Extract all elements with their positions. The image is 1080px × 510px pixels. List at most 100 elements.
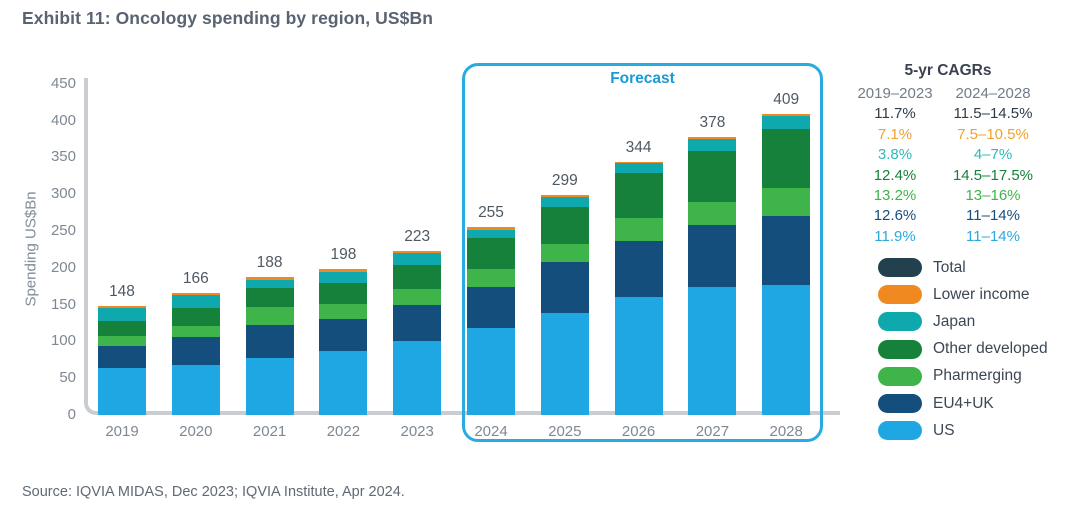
bar-total-label-2022: 198 bbox=[330, 246, 357, 264]
cagr-us-2019-2023: 11.9% bbox=[874, 227, 916, 245]
bar-segment-lower-income bbox=[171, 292, 220, 296]
legend: Total Lower income Japan Other developed Pha… bbox=[878, 254, 1048, 444]
bar-segment-japan bbox=[245, 279, 294, 289]
y-tick-label-250: 250 bbox=[50, 222, 76, 239]
legend-label-total: Total bbox=[933, 258, 966, 276]
y-tick-label-100: 100 bbox=[50, 332, 76, 350]
bar-segment-eu4-uk bbox=[688, 225, 737, 287]
cagr-total-2024-2028: 11.5–14.5% bbox=[953, 105, 1033, 123]
y-tick-label-0: 0 bbox=[67, 406, 76, 423]
bar-segment-other-developed bbox=[171, 307, 220, 326]
bar-segment-japan bbox=[171, 295, 220, 308]
bar-segment-eu4-uk bbox=[98, 345, 146, 368]
cagr-grid: 2019–2023 2024–2028 11.7% 11.5–14.5% 7.1% 7… bbox=[850, 84, 1046, 247]
legend-label-us: US bbox=[933, 421, 955, 439]
bar-segment-us bbox=[319, 350, 368, 415]
bar-2021 bbox=[245, 276, 294, 415]
bar-segment-pharmerging bbox=[393, 289, 442, 305]
bar-segment-pharmerging bbox=[98, 336, 146, 346]
bar-segment-lower-income bbox=[467, 227, 515, 230]
bar-segment-us bbox=[688, 286, 737, 415]
bar-total-label-2019: 148 bbox=[109, 283, 135, 301]
bar-segment-lower-income bbox=[98, 306, 146, 309]
bar-total-label-2027: 378 bbox=[699, 113, 726, 131]
legend-swatch-us bbox=[878, 421, 922, 441]
bar-2023 bbox=[393, 250, 442, 415]
legend-item-lower-income: Lower income bbox=[878, 281, 1048, 308]
bar-segment-us bbox=[393, 341, 442, 415]
source-line: Source: IQVIA MIDAS, Dec 2023; IQVIA Ins… bbox=[22, 484, 405, 500]
legend-item-japan: Japan bbox=[878, 308, 1048, 335]
bar-segment-pharmerging bbox=[319, 303, 368, 320]
legend-item-total: Total bbox=[878, 254, 1048, 281]
cagr-pharmerging-2019-2023: 13.2% bbox=[873, 186, 917, 204]
x-axis-label-2022: 2022 bbox=[326, 423, 361, 440]
cagr-other-developed-2019-2023: 12.4% bbox=[873, 166, 917, 184]
cagr-us-2024-2028: 11–14% bbox=[966, 227, 1020, 245]
x-axis-label-2019: 2019 bbox=[105, 423, 139, 440]
bar-total-label-2024: 255 bbox=[478, 204, 504, 222]
legend-swatch-total bbox=[878, 258, 922, 278]
cagr-eu4-uk-2024-2028: 11–14% bbox=[966, 207, 1020, 225]
bar-segment-us bbox=[614, 296, 663, 415]
bar-segment-lower-income bbox=[688, 136, 737, 140]
bar-2028 bbox=[762, 114, 811, 415]
y-tick-label-350: 350 bbox=[50, 148, 76, 166]
bar-segment-japan bbox=[688, 139, 737, 151]
bar-2019 bbox=[98, 306, 146, 415]
bar-segment-pharmerging bbox=[614, 217, 663, 241]
x-axis-label-2023: 2023 bbox=[400, 423, 434, 440]
cagr-title: 5-yr CAGRs bbox=[904, 62, 992, 79]
bar-segment-other-developed bbox=[614, 172, 663, 218]
bar-segment-other-developed bbox=[467, 237, 515, 270]
bar-segment-us bbox=[98, 367, 146, 415]
bar-segment-pharmerging bbox=[245, 306, 294, 326]
bar-segment-other-developed bbox=[245, 288, 294, 307]
y-tick-label-150: 150 bbox=[50, 295, 76, 313]
y-tick-label-450: 450 bbox=[50, 74, 76, 92]
bar-segment-eu4-uk bbox=[540, 261, 589, 313]
bar-2027 bbox=[688, 136, 737, 415]
x-axis-label-2025: 2025 bbox=[548, 423, 582, 440]
legend-label-eu4-uk: EU4+UK bbox=[933, 394, 994, 412]
bar-segment-eu4-uk bbox=[614, 240, 663, 297]
bar-segment-lower-income bbox=[762, 114, 811, 117]
legend-swatch-lower-income bbox=[878, 285, 922, 305]
cagr-total-2019-2023: 11.7% bbox=[874, 105, 916, 123]
bar-segment-lower-income bbox=[614, 161, 663, 164]
bar-segment-japan bbox=[467, 229, 515, 238]
legend-label-lower-income: Lower income bbox=[933, 285, 1030, 303]
legend-swatch-other-developed bbox=[878, 339, 922, 359]
cagr-panel: 5-yr CAGRs 2019–2023 2024–2028 11.7% 11.5… bbox=[850, 62, 1046, 247]
bar-segment-lower-income bbox=[540, 194, 589, 198]
y-axis-title: Spending US$Bn bbox=[22, 191, 40, 307]
bar-segment-pharmerging bbox=[540, 243, 589, 262]
bar-total-label-2028: 409 bbox=[773, 90, 800, 108]
bar-segment-eu4-uk bbox=[319, 319, 368, 351]
y-tick-label-200: 200 bbox=[50, 258, 76, 276]
bar-segment-lower-income bbox=[393, 250, 442, 254]
bar-segment-other-developed bbox=[98, 320, 146, 337]
bar-segment-pharmerging bbox=[762, 188, 811, 217]
bar-segment-other-developed bbox=[393, 264, 442, 290]
page-title: Exhibit 11: Oncology spending by region,… bbox=[22, 8, 434, 28]
bar-segment-pharmerging bbox=[688, 202, 737, 226]
bar-segment-us bbox=[245, 357, 294, 415]
bar-segment-eu4-uk bbox=[171, 336, 220, 365]
bar-segment-eu4-uk bbox=[762, 216, 811, 286]
bar-segment-us bbox=[762, 285, 811, 415]
cagr-japan-2024-2028: 4–7% bbox=[973, 146, 1013, 164]
bar-total-label-2023: 223 bbox=[404, 227, 431, 245]
legend-item-other-developed: Other developed bbox=[878, 336, 1048, 363]
cagr-lower-income-2019-2023: 7.1% bbox=[877, 125, 913, 143]
legend-swatch-japan bbox=[878, 312, 922, 332]
x-axis-label-2024: 2024 bbox=[474, 423, 508, 440]
legend-item-pharmerging: Pharmerging bbox=[878, 363, 1048, 390]
bar-segment-japan bbox=[393, 253, 442, 265]
cagr-other-developed-2024-2028: 14.5–17.5% bbox=[952, 166, 1034, 184]
y-tick-label-50: 50 bbox=[59, 369, 76, 387]
x-axis-label-2021: 2021 bbox=[252, 423, 287, 440]
y-tick-label-300: 300 bbox=[50, 185, 76, 203]
legend-label-japan: Japan bbox=[933, 312, 976, 330]
